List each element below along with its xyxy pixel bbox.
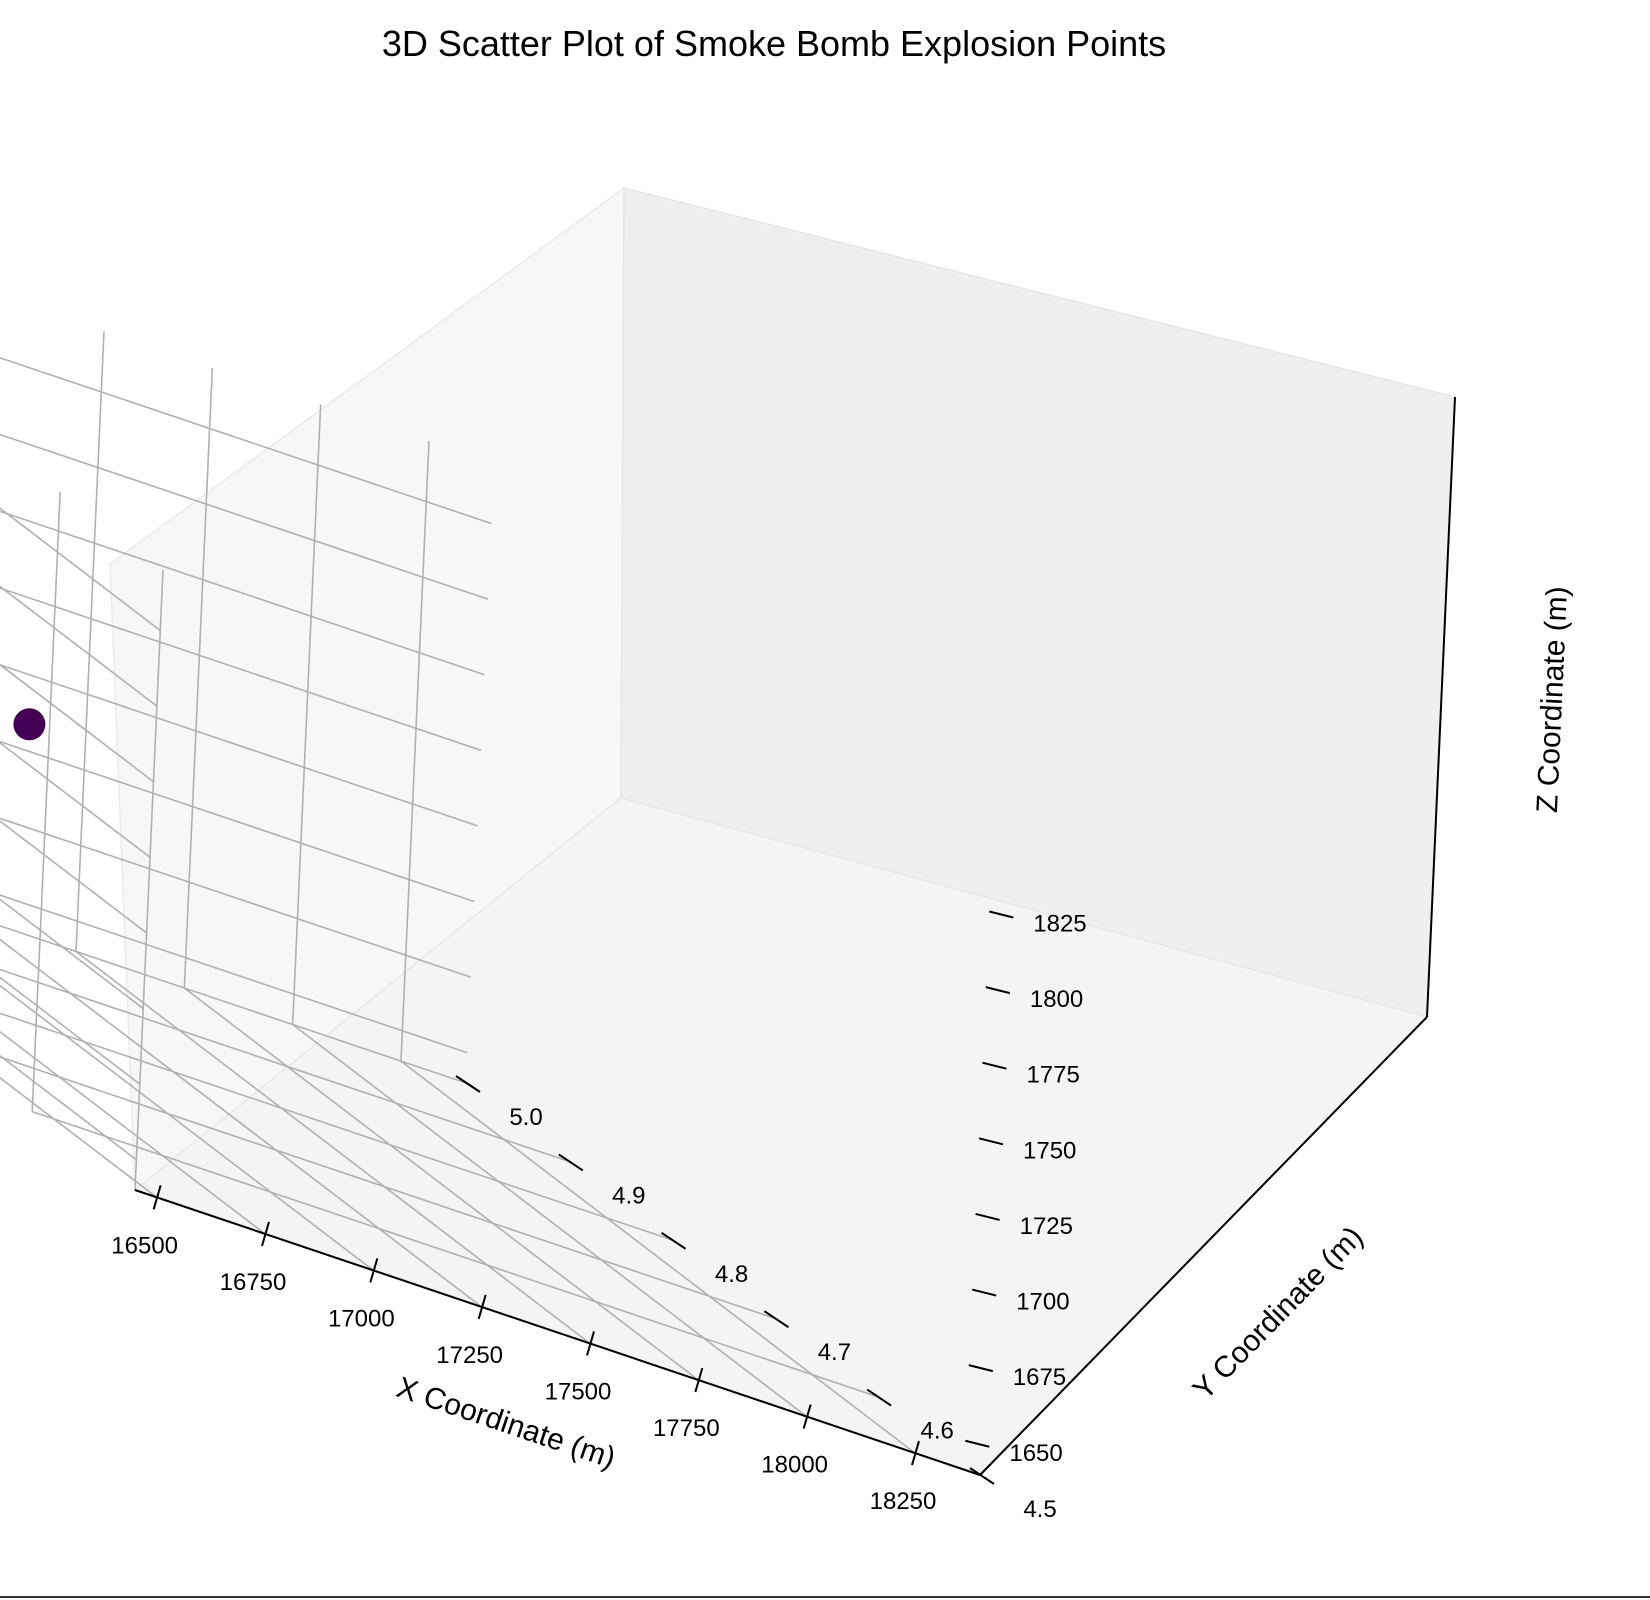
y-tick-mark [661, 1231, 687, 1250]
chart-title: 3D Scatter Plot of Smoke Bomb Explosion … [382, 23, 1166, 64]
tick-labels: 16500 16750 17000 17250 17500 17750 18000 18250… [111, 910, 1086, 1523]
z-tick-mark [965, 1439, 990, 1448]
x-tick-mark [152, 1185, 162, 1210]
x-grid-line [75, 331, 105, 952]
y-tick-mark [455, 1075, 481, 1093]
x-grid-line [291, 404, 322, 1025]
z-axis-label: Z Coordinate (m) [1531, 586, 1574, 814]
x-grid-line [0, 1030, 266, 1235]
z-tick-label: 1775 [1026, 1062, 1079, 1089]
x-grid-line [183, 987, 699, 1381]
z-grid-line [0, 587, 482, 752]
z-tick-label: 1800 [1030, 986, 1083, 1013]
x-tick-mark [802, 1404, 812, 1429]
x-grid-line [75, 950, 591, 1345]
x-tick-label: 17500 [545, 1378, 612, 1405]
y-tick-label: 4.6 [921, 1418, 954, 1445]
y-grid-line [0, 1056, 775, 1319]
z-grid-line [0, 507, 161, 632]
x-tick-label: 18250 [870, 1488, 937, 1515]
y-tick-mark [969, 1467, 995, 1485]
y-tick-label: 4.8 [715, 1261, 748, 1288]
z-tick-label: 1650 [1009, 1440, 1062, 1467]
y-tick-mark [866, 1388, 892, 1407]
z-tick-mark [982, 1061, 1007, 1070]
z-tick-mark [975, 1212, 1000, 1221]
y-tick-mark [558, 1153, 584, 1172]
x-tick-mark [261, 1221, 270, 1247]
z-grid-line [0, 820, 148, 934]
x-tick-label: 18000 [761, 1452, 828, 1479]
x-tick-mark [586, 1331, 595, 1356]
x-tick-label: 17000 [328, 1305, 395, 1332]
y-tick-label: 4.5 [1023, 1496, 1056, 1523]
y-axis-line [979, 1016, 1428, 1476]
bottom-rule [0, 1596, 1650, 1598]
z-axis-line [1426, 396, 1456, 1018]
y-grid-line [0, 924, 467, 1084]
y-tick-label: 4.7 [818, 1339, 851, 1366]
z-grid-line [0, 510, 485, 676]
x-grid-line [0, 984, 374, 1272]
z-grid-line [0, 585, 158, 707]
x-tick-label: 17750 [653, 1415, 720, 1442]
x-grid-line [0, 1076, 158, 1198]
x-tick-label: 16500 [111, 1232, 178, 1259]
x-grid-line [292, 1023, 808, 1418]
y-tick-mark [763, 1310, 789, 1329]
x-grid-line [0, 938, 483, 1308]
x-tick-mark [911, 1440, 920, 1466]
x-grid-line [400, 1060, 916, 1454]
z-grid-line [0, 740, 475, 903]
z-tick-mark [968, 1364, 994, 1373]
z-grid-line [0, 741, 151, 858]
y-grid-line [134, 569, 164, 1191]
z-tick-mark [985, 986, 1011, 995]
y-grid-line [31, 491, 61, 1112]
axes-lines [134, 396, 1456, 1476]
y-axis-label: Y Coordinate (m) [1187, 1220, 1370, 1406]
z-grid-line [0, 1054, 137, 1161]
y-grid-line [0, 968, 570, 1163]
scatter-point [13, 708, 46, 741]
x-axis-line [134, 1189, 981, 1476]
z-grid-line [0, 976, 141, 1085]
z-grid-line [0, 663, 154, 783]
x-tick-label: 16750 [220, 1269, 287, 1296]
y-grid-line [0, 1012, 672, 1241]
grid-lines [0, 331, 981, 1476]
z-tick-label: 1675 [1013, 1364, 1066, 1391]
z-tick-label: 1700 [1016, 1289, 1069, 1316]
z-grid-line [0, 356, 492, 525]
z-tick-label: 1750 [1023, 1137, 1076, 1164]
ticks [152, 910, 1014, 1485]
x-tick-mark [477, 1294, 487, 1320]
z-tick-label: 1725 [1020, 1213, 1073, 1240]
z-grid-line [0, 433, 489, 600]
y-grid-line [31, 1110, 878, 1398]
x-tick-label: 17250 [436, 1342, 503, 1369]
x-tick-mark [694, 1367, 704, 1393]
y-tick-label: 4.9 [612, 1182, 645, 1209]
z-tick-label: 1825 [1033, 910, 1086, 937]
z-grid-line [0, 817, 472, 978]
z-tick-mark [978, 1137, 1004, 1146]
z-grid-line [0, 663, 478, 827]
z-grid-line [0, 894, 468, 1054]
z-tick-mark [989, 910, 1014, 919]
z-tick-mark [971, 1288, 997, 1297]
z-grid-line [0, 898, 144, 1010]
x-tick-mark [369, 1258, 379, 1283]
scatter-points [13, 708, 46, 741]
x-grid-line [400, 441, 430, 1062]
x-grid-line [183, 367, 214, 989]
y-tick-label: 5.0 [509, 1104, 542, 1131]
